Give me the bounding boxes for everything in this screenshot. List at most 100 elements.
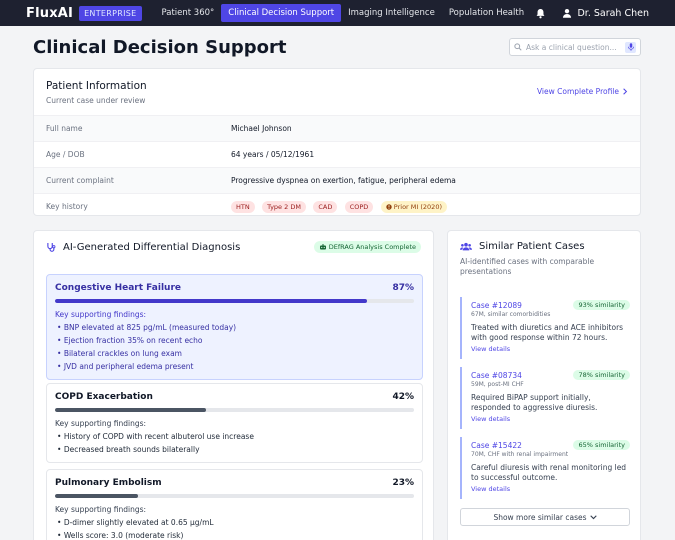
users-icon — [460, 242, 472, 251]
similar-cases-title: Similar Patient Cases — [479, 241, 585, 252]
diagnosis-title: AI-Generated Differential Diagnosis — [63, 241, 241, 253]
case-summary: Careful diuresis with renal monitoring l… — [471, 463, 627, 482]
patient-row-name: Full name Michael Johnson — [34, 115, 640, 141]
diagnosis-probability: 42% — [392, 392, 414, 402]
history-warning-tag: Prior MI (2020) — [380, 200, 447, 213]
search-input[interactable] — [526, 42, 618, 52]
similar-cases-header: Similar Patient Cases AI-identified case… — [448, 231, 640, 277]
history-tag: HTN — [231, 200, 255, 213]
page-title: Clinical Decision Support — [33, 37, 287, 58]
diagnosis-item-pe[interactable]: Pulmonary Embolism 23% Key supporting fi… — [46, 469, 423, 540]
bell-icon[interactable] — [535, 8, 546, 19]
tab-patient-360[interactable]: Patient 360° — [161, 8, 215, 18]
edition-badge: ENTERPRISE — [79, 5, 142, 21]
similar-case-item[interactable]: Case #12089 93% similarity 67M, similar … — [460, 297, 630, 359]
diagnosis-header: AI-Generated Differential Diagnosis DEfR… — [34, 231, 433, 263]
finding-item: • Bilateral crackles on lung exam — [57, 349, 182, 358]
case-header: Case #15422 65% similarity — [471, 440, 630, 450]
chevron-down-icon — [589, 514, 597, 519]
findings-heading: Key supporting findings: — [55, 505, 147, 514]
similarity-badge: 78% similarity — [573, 370, 630, 380]
case-id[interactable]: Case #08734 — [471, 370, 522, 380]
warning-icon — [386, 203, 392, 210]
diagnosis-name: Pulmonary Embolism — [55, 478, 162, 488]
probability-bar — [55, 299, 414, 303]
tab-population-health[interactable]: Population Health — [448, 8, 525, 18]
finding-item: • Wells score: 3.0 (moderate risk) — [57, 531, 184, 540]
findings-heading: Key supporting findings: — [55, 310, 147, 319]
history-tags: HTN Type 2 DM CAD COPD Prior MI (2020) — [231, 200, 452, 213]
row-value: 64 years / 05/12/1961 — [231, 150, 315, 159]
diagnosis-item-chf[interactable]: Congestive Heart Failure 87% Key support… — [46, 274, 423, 380]
patient-row-complaint: Current complaint Progressive dyspnea on… — [34, 167, 640, 193]
case-meta: 59M, post-MI CHF — [471, 381, 524, 388]
similar-case-item[interactable]: Case #08734 78% similarity 59M, post-MI … — [460, 367, 630, 429]
patient-card-header: Patient Information Current case under r… — [34, 69, 640, 115]
user-icon — [563, 8, 572, 18]
view-details-link[interactable]: View details — [471, 485, 511, 493]
case-summary: Required BiPAP support initially, respon… — [471, 393, 598, 412]
diagnosis-probability: 87% — [392, 283, 414, 293]
probability-bar — [55, 408, 414, 412]
nav-tabs: Patient 360° Clinical Decision Support I… — [155, 0, 532, 26]
differential-diagnosis-card: AI-Generated Differential Diagnosis DEfR… — [33, 230, 434, 540]
view-details-link[interactable]: View details — [471, 345, 511, 353]
status-badge-label: DEfRAG Analysis Complete — [328, 243, 416, 251]
case-meta: 67M, similar comorbidities — [471, 311, 551, 318]
microphone-button[interactable] — [625, 41, 636, 53]
finding-item: • JVD and peripheral edema present — [57, 362, 194, 371]
case-header: Case #08734 78% similarity — [471, 370, 630, 380]
row-value: Progressive dyspnea on exertion, fatigue… — [231, 176, 456, 185]
tab-clinical-decision-support[interactable]: Clinical Decision Support — [221, 4, 342, 22]
probability-bar-fill — [55, 408, 206, 412]
finding-item: • Decreased breath sounds bilaterally — [57, 445, 200, 454]
nav-right: Dr. Sarah Chen — [535, 8, 649, 19]
finding-item: • Ejection fraction 35% on recent echo — [57, 336, 203, 345]
findings-heading: Key supporting findings: — [55, 419, 147, 428]
view-profile-label: View Complete Profile — [536, 87, 619, 96]
view-details-link[interactable]: View details — [471, 415, 511, 423]
top-nav: FluxAI ENTERPRISE Patient 360° Clinical … — [0, 0, 675, 26]
warning-tag-label: Prior MI (2020) — [393, 202, 442, 211]
chevron-right-icon — [623, 88, 628, 95]
show-more-cases-button[interactable]: Show more similar cases — [460, 508, 630, 526]
diagnosis-name: COPD Exacerbation — [55, 392, 153, 402]
view-profile-link[interactable]: View Complete Profile — [537, 87, 628, 96]
row-label: Current complaint — [46, 176, 114, 185]
finding-item: • History of COPD with recent albuterol … — [57, 432, 254, 441]
diagnosis-probability: 23% — [392, 478, 414, 488]
patient-information-card: Patient Information Current case under r… — [33, 68, 641, 216]
tab-imaging-intelligence[interactable]: Imaging Intelligence — [348, 8, 435, 18]
probability-bar — [55, 494, 414, 498]
case-summary: Treated with diuretics and ACE inhibitor… — [471, 323, 624, 342]
similar-title-row: Similar Patient Cases — [460, 241, 628, 252]
row-label: Age / DOB — [46, 150, 85, 159]
similar-case-item[interactable]: Case #15422 65% similarity 70M, CHF with… — [460, 437, 630, 499]
stethoscope-icon — [47, 242, 56, 252]
brand-logo[interactable]: FluxAI — [26, 5, 74, 21]
robot-icon — [319, 244, 326, 250]
similar-cases-card: Similar Patient Cases AI-identified case… — [447, 230, 641, 540]
similar-cases-subtitle: AI-identified cases with comparable pres… — [460, 257, 595, 276]
case-id[interactable]: Case #12089 — [471, 300, 522, 310]
patient-row-age: Age / DOB 64 years / 05/12/1961 — [34, 141, 640, 167]
history-tag: CAD — [313, 200, 338, 213]
diagnosis-name: Congestive Heart Failure — [55, 283, 181, 293]
diagnosis-item-copd[interactable]: COPD Exacerbation 42% Key supporting fin… — [46, 383, 423, 463]
case-header: Case #12089 93% similarity — [471, 300, 630, 310]
patient-card-title: Patient Information — [46, 80, 147, 92]
user-name[interactable]: Dr. Sarah Chen — [577, 7, 649, 19]
finding-item: • D-dimer slightly elevated at 0.65 μg/m… — [57, 518, 214, 527]
case-meta: 70M, CHF with renal impairment — [471, 451, 569, 458]
similarity-badge: 93% similarity — [573, 300, 630, 310]
patient-card-subtitle: Current case under review — [46, 96, 146, 105]
probability-bar-fill — [55, 299, 368, 303]
diagnosis-name-row: Congestive Heart Failure 87% — [55, 283, 414, 293]
finding-item: • BNP elevated at 825 pg/mL (measured to… — [57, 323, 237, 332]
microphone-icon — [627, 43, 634, 51]
row-label: Full name — [46, 124, 83, 133]
case-id[interactable]: Case #15422 — [471, 440, 522, 450]
history-tag: COPD — [344, 200, 374, 213]
probability-bar-fill — [55, 494, 138, 498]
diagnosis-name-row: COPD Exacerbation 42% — [55, 392, 414, 402]
